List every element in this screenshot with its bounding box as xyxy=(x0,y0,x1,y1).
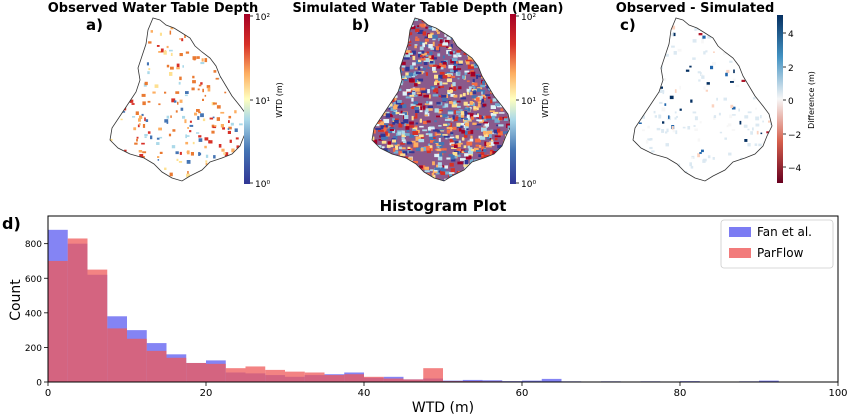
watershed-outline xyxy=(109,17,250,182)
panel-c: Observed - Simulated c) 4 2 0 −2 −4 Diff… xyxy=(616,1,816,183)
hist-bar-parflow xyxy=(48,260,68,382)
panel-b-letter: b) xyxy=(352,16,370,34)
watershed-outline xyxy=(371,17,512,182)
histogram-bars xyxy=(48,229,838,383)
y-tick-label: 200 xyxy=(25,344,42,354)
x-axis-label: WTD (m) xyxy=(412,400,474,415)
colorbar-c-tick-label: 2 xyxy=(788,64,794,74)
panel-b: Simulated Water Table Depth (Mean) b) 10… xyxy=(293,1,564,190)
histogram-letter: d) xyxy=(2,214,21,233)
panel-a: Observed Water Table Depth a) 10² 10¹ 10… xyxy=(48,1,284,190)
legend-label-fan: Fan et al. xyxy=(757,225,812,239)
y-tick-label: 800 xyxy=(25,240,42,250)
plot-frame xyxy=(47,215,839,383)
hist-bar-parflow xyxy=(67,238,88,382)
difference-map xyxy=(632,17,773,182)
panel-b-title: Simulated Water Table Depth (Mean) xyxy=(293,1,564,16)
x-tick-label: 40 xyxy=(358,388,371,399)
hist-bar-fan xyxy=(759,380,779,382)
colorbar-a-ticks: 10² 10¹ 10⁰ xyxy=(250,13,270,190)
colorbar-a-label: WTD (m) xyxy=(275,82,284,118)
histogram-title: Histogram Plot xyxy=(380,197,507,215)
hist-bar-parflow xyxy=(166,357,187,382)
hist-bar-parflow xyxy=(304,372,325,382)
panel-a-letter: a) xyxy=(86,16,103,34)
hist-bar-parflow xyxy=(245,366,266,382)
hist-bar-parflow xyxy=(423,368,443,382)
hist-bar-parflow xyxy=(344,374,364,382)
hist-bar-parflow xyxy=(265,369,285,382)
hist-bar-fan xyxy=(482,380,503,382)
colorbar-a-tick-label: 10⁰ xyxy=(255,180,270,190)
legend-label-parflow: ParFlow xyxy=(757,246,804,260)
colorbar-a-tick-label: 10¹ xyxy=(255,97,270,107)
y-axis-label: Count xyxy=(8,279,24,321)
hist-bar-parflow xyxy=(107,328,127,382)
colorbar-b-label: WTD (m) xyxy=(541,82,550,118)
histogram-axes: 0 20 40 60 80 100 0 200 400 600 800 xyxy=(25,240,848,399)
simulated-wtd-map xyxy=(371,17,512,182)
difference-colorbar xyxy=(777,15,783,183)
panel-c-title: Observed - Simulated xyxy=(616,1,775,16)
hist-bar-parflow xyxy=(383,378,404,382)
hist-bar-parflow xyxy=(324,375,345,382)
colorbar-b-tick-label: 10⁰ xyxy=(521,180,536,190)
hist-bar-parflow xyxy=(146,350,167,383)
colorbar-c-label: Difference (m) xyxy=(807,71,816,129)
y-tick-label: 0 xyxy=(36,379,42,389)
colorbar-c-tick-label: 4 xyxy=(788,30,794,40)
colorbar-c-ticks: 4 2 0 −2 −4 xyxy=(783,30,802,174)
x-tick-label: 100 xyxy=(828,388,847,399)
x-tick-label: 60 xyxy=(516,388,529,399)
colorbar-c-tick-label: 0 xyxy=(788,97,794,107)
hist-bar-parflow xyxy=(87,269,108,382)
y-tick-label: 400 xyxy=(25,309,42,319)
colorbar-b-tick-label: 10¹ xyxy=(521,97,536,107)
colorbar-c-tick-label: −4 xyxy=(788,164,802,174)
hist-bar-parflow xyxy=(403,379,424,382)
hist-bar-parflow xyxy=(127,338,147,382)
hist-bar-fan xyxy=(522,380,542,382)
y-tick-label: 600 xyxy=(25,275,42,285)
panel-a-title: Observed Water Table Depth xyxy=(48,1,259,16)
colorbar-c-tick-label: −2 xyxy=(788,131,801,141)
colorbar-b-ticks: 10² 10¹ 10⁰ xyxy=(516,13,536,190)
hist-bar-fan xyxy=(541,378,562,382)
panel-c-letter: c) xyxy=(620,16,636,34)
hist-bar-parflow xyxy=(364,376,384,382)
hist-bar-fan xyxy=(462,379,483,382)
colorbar-a-tick-label: 10² xyxy=(255,13,270,23)
histogram-panel: Histogram Plot d) Count WTD (m) 0 20 40 60 8… xyxy=(2,197,848,415)
hist-bar-parflow xyxy=(206,363,226,382)
legend-swatch-parflow xyxy=(729,248,751,258)
watershed-outline xyxy=(632,17,773,182)
wtd-colorbar-a xyxy=(244,14,250,184)
x-tick-label: 20 xyxy=(200,388,213,399)
observed-wtd-map xyxy=(109,17,250,182)
hist-bar-parflow xyxy=(225,368,246,382)
x-tick-label: 80 xyxy=(674,388,687,399)
wtd-colorbar-b xyxy=(510,14,516,184)
legend: Fan et al. ParFlow xyxy=(720,219,834,269)
hist-bar-parflow xyxy=(186,362,206,382)
colorbar-b-tick-label: 10² xyxy=(521,13,536,23)
legend-swatch-fan xyxy=(729,227,751,237)
x-tick-label: 0 xyxy=(45,388,51,399)
hist-bar-parflow xyxy=(285,371,305,383)
